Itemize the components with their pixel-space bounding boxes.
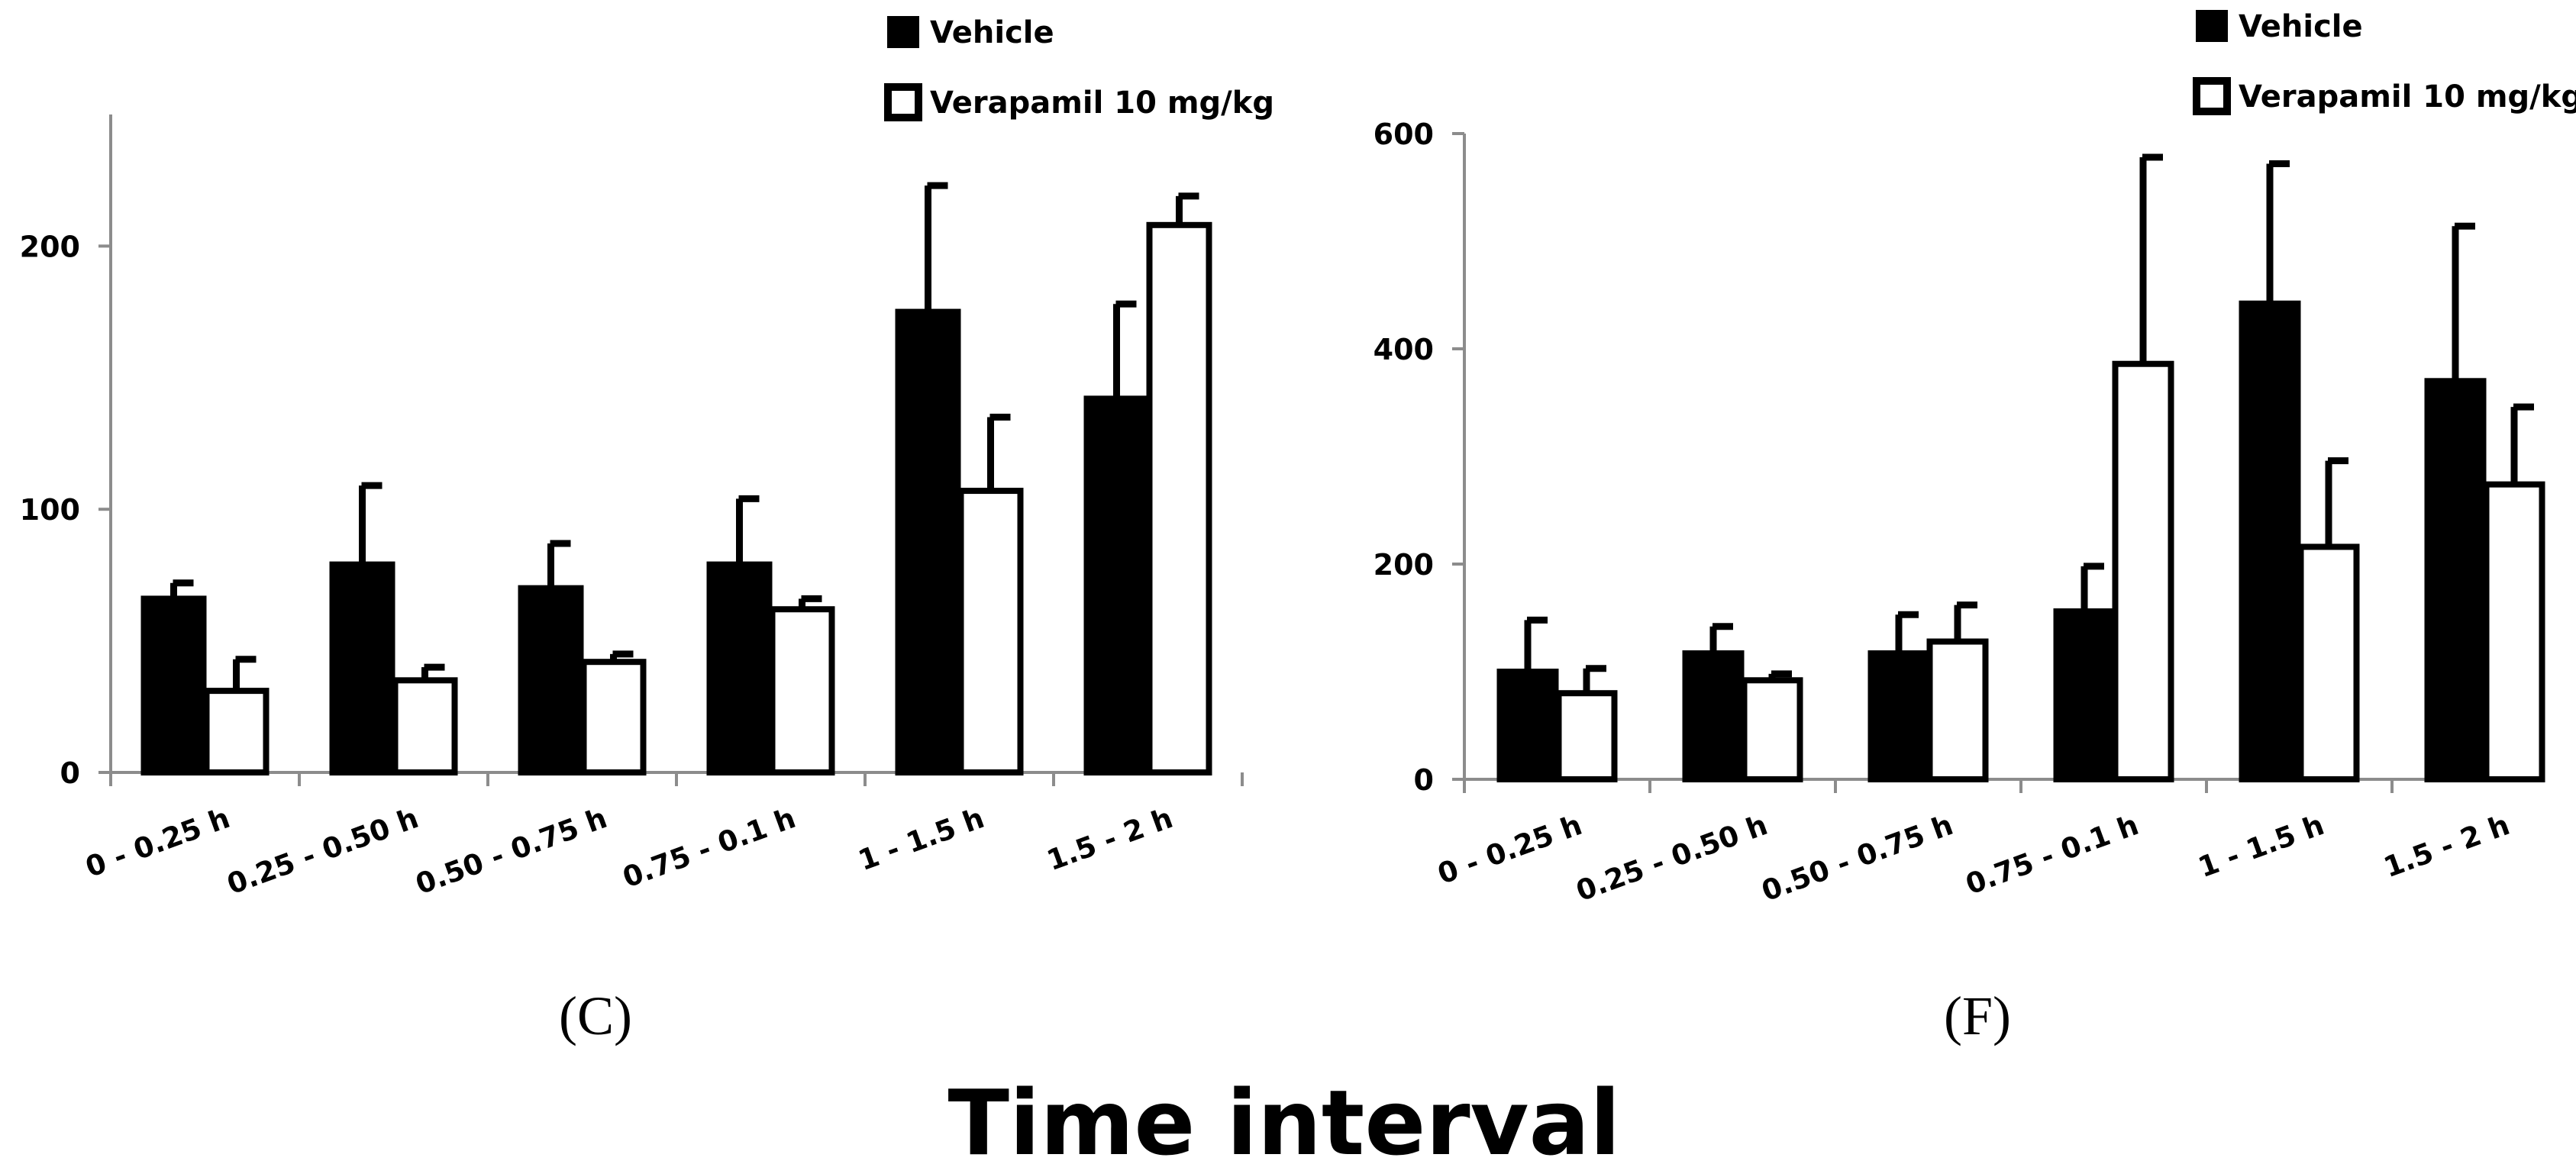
legend-swatch [887,16,919,48]
bar-vehicle [706,561,773,775]
y-tick-label: 200 [20,230,80,263]
bar-vehicle [1496,669,1559,782]
bar-vehicle [895,308,961,776]
x-category-label: 1 - 1.5 h [854,801,989,877]
bar-verapamil [957,488,1024,776]
figure-x-axis-label: Time interval [947,1070,1620,1164]
x-category-label: 1.5 - 2 h [2380,808,2514,884]
bar-vehicle [329,561,395,775]
bar-vehicle [1867,650,1930,783]
x-category-label: 0 - 0.25 h [81,801,234,884]
bar-verapamil [203,688,270,775]
legend-label: Vehicle [930,15,1054,50]
x-category-label: 0.25 - 0.50 h [1572,808,1772,908]
y-tick-label: 0 [1414,763,1434,797]
x-category-label: 1 - 1.5 h [2194,808,2329,884]
chart-panel-f: 0 200 400 600 0 - 0.25 h0.25 - 0.50 h0.50 - … [1374,9,2576,1046]
legend-swatch [884,83,922,121]
bar-verapamil [1926,638,1989,783]
bar-vehicle [2424,378,2487,782]
panel-label: (F) [1944,985,2011,1046]
bar-verapamil [1146,221,1212,776]
bar-verapamil [769,606,835,775]
legend-label: Vehicle [2239,9,2363,44]
bar-vehicle [2053,608,2116,782]
x-category-label: 0 - 0.25 h [1433,808,1586,891]
y-tick-label: 0 [60,756,80,790]
chart-panel-c: 0 100 200 0 - 0.25 h0.25 - 0.50 h0.50 - 0.7… [20,15,1274,1046]
bar-verapamil [392,677,458,776]
bar-vehicle [2239,300,2301,782]
x-category-label: 0.75 - 0.1 h [618,801,800,895]
bar-vehicle [1682,650,1745,783]
y-tick-label: 400 [1374,333,1434,366]
y-tick-label: 100 [20,493,80,527]
bar-verapamil [580,659,647,776]
bar-vehicle [140,595,207,775]
panel-label: (C) [559,985,632,1046]
x-category-label: 1.5 - 2 h [1043,801,1177,877]
legend-label: Verapamil 10 mg/kg [930,85,1274,121]
bar-verapamil [2483,481,2545,782]
y-tick-label: 200 [1374,548,1434,582]
legend-swatch [2193,77,2231,115]
legend-label: Verapamil 10 mg/kg [2239,79,2576,114]
bar-verapamil [1741,677,1803,783]
bar-vehicle [518,585,584,776]
x-category-label: 0.50 - 0.75 h [1758,808,1958,908]
bar-vehicle [1083,395,1150,775]
x-category-label: 0.50 - 0.75 h [412,801,612,901]
y-tick-label: 600 [1374,118,1434,151]
x-category-label: 0.25 - 0.50 h [223,801,423,901]
bar-verapamil [2297,543,2360,782]
x-category-label: 0.75 - 0.1 h [1961,808,2143,901]
bar-verapamil [1555,690,1618,783]
legend-swatch [2196,10,2228,42]
bar-verapamil [2112,360,2174,782]
